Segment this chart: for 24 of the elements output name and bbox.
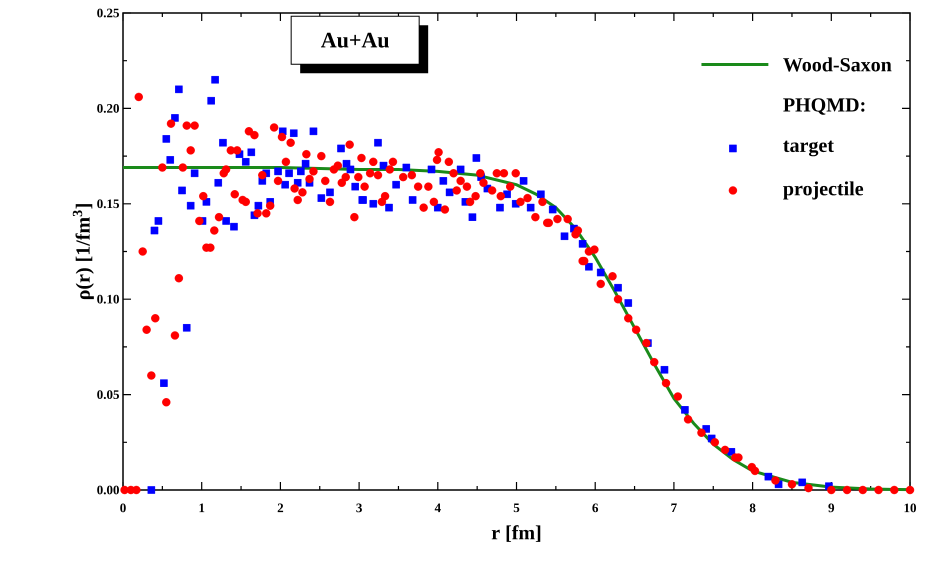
- y-tick-label: 0.05: [97, 390, 119, 400]
- x-tick-label: 1: [199, 504, 204, 512]
- x-tick-label: 6: [592, 504, 598, 512]
- legend-label: target: [783, 140, 834, 156]
- y-tick-label: 0.15: [97, 199, 119, 208]
- x-tick-label: 3: [356, 504, 362, 512]
- x-tick-label: 4: [434, 504, 441, 512]
- x-tick-label: 7: [671, 504, 677, 512]
- legend-title: PHQMD:: [783, 98, 864, 115]
- y-axis-title: ρ(r) [1/fm$^{3}$]: [72, 204, 94, 300]
- x-axis-title: r [fm]: [492, 525, 540, 542]
- x-tick-label: 10: [904, 504, 916, 512]
- x-tick-label: 5: [514, 504, 520, 512]
- y-tick-label: 0.10: [97, 294, 119, 304]
- y-tick-label: 0.20: [97, 104, 119, 113]
- x-tick-label: 0: [120, 504, 126, 512]
- legend-label: projectile: [783, 181, 864, 200]
- x-tick-label: 8: [750, 504, 756, 512]
- legend-label: Wood-Saxon: [783, 57, 892, 72]
- y-tick-label: 0.00: [97, 486, 119, 494]
- y-tick-label: 0.25: [97, 8, 119, 18]
- x-tick-label: 9: [828, 504, 834, 512]
- x-tick-label: 2: [278, 504, 284, 512]
- text: Au+Au: [321, 32, 389, 48]
